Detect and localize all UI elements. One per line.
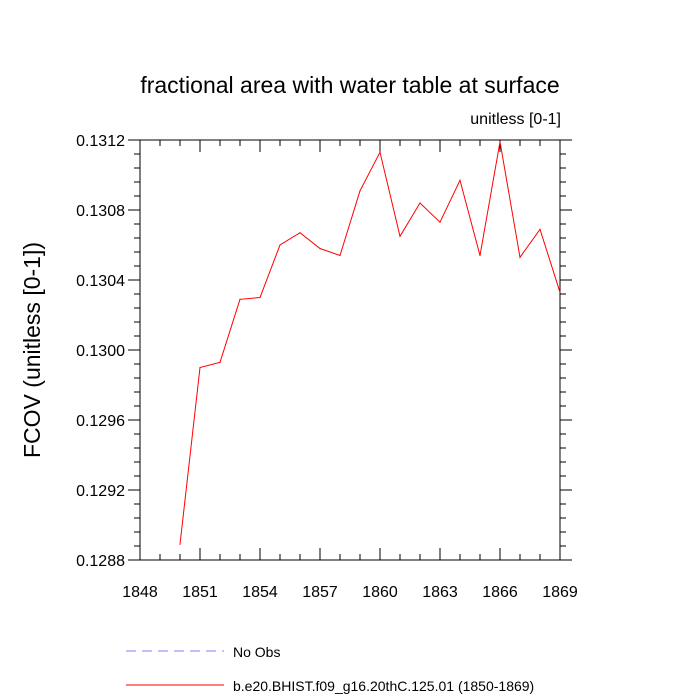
series-layer <box>179 141 561 545</box>
data-point <box>379 151 381 153</box>
data-point <box>499 141 501 143</box>
x-tick-label: 1854 <box>242 584 278 601</box>
data-point <box>239 298 241 300</box>
data-point <box>479 254 481 257</box>
data-point <box>439 221 441 223</box>
data-point <box>559 291 561 293</box>
data-point <box>279 244 281 246</box>
data-point <box>339 254 341 257</box>
data-point <box>459 179 461 181</box>
plot-frame <box>139 139 561 561</box>
x-tick-label: 1869 <box>542 584 578 601</box>
data-point <box>319 247 321 250</box>
legend-label: b.e20.BHIST.f09_g16.20thC.125.01 (1850-1… <box>233 678 534 694</box>
legend-label: No Obs <box>233 644 280 660</box>
data-point <box>399 235 401 237</box>
y-axis-label: FCOV (unitless [0-1]) <box>19 242 45 458</box>
x-tick-label: 1848 <box>122 584 158 601</box>
y-tick-label: 0.1312 <box>76 133 125 150</box>
data-point <box>199 366 201 369</box>
x-tick-label: 1851 <box>182 584 218 601</box>
data-point <box>299 232 301 234</box>
y-tick-label: 0.1308 <box>76 203 125 220</box>
legend: No Obs b.e20.BHIST.f09_g16.20thC.125.01 (… <box>126 644 534 694</box>
data-point <box>259 296 261 299</box>
y-tick-label: 0.1296 <box>76 413 125 430</box>
data-point <box>519 256 521 258</box>
y-tick-label: 0.1300 <box>76 343 125 360</box>
series-line <box>179 141 561 545</box>
axis-ticks <box>128 139 572 561</box>
x-tick-label: 1860 <box>362 584 398 601</box>
data-point <box>179 543 181 545</box>
data-point <box>219 361 221 363</box>
data-point <box>419 202 421 204</box>
chart-units-label: unitless [0-1] <box>470 111 561 128</box>
data-point <box>359 190 361 192</box>
y-tick-label: 0.1304 <box>76 273 125 290</box>
x-tick-label: 1857 <box>302 584 338 601</box>
x-tick-label: 1866 <box>482 584 518 601</box>
y-tick-label: 0.1292 <box>76 483 125 500</box>
data-point <box>539 228 541 230</box>
y-tick-label: 0.1288 <box>76 553 125 570</box>
tick-labels: 1848 1851 1854 1857 1860 1863 1866 1869 0.1288 0.… <box>76 133 578 601</box>
x-tick-label: 1863 <box>422 584 458 601</box>
chart-title: fractional area with water table at surf… <box>140 72 559 98</box>
